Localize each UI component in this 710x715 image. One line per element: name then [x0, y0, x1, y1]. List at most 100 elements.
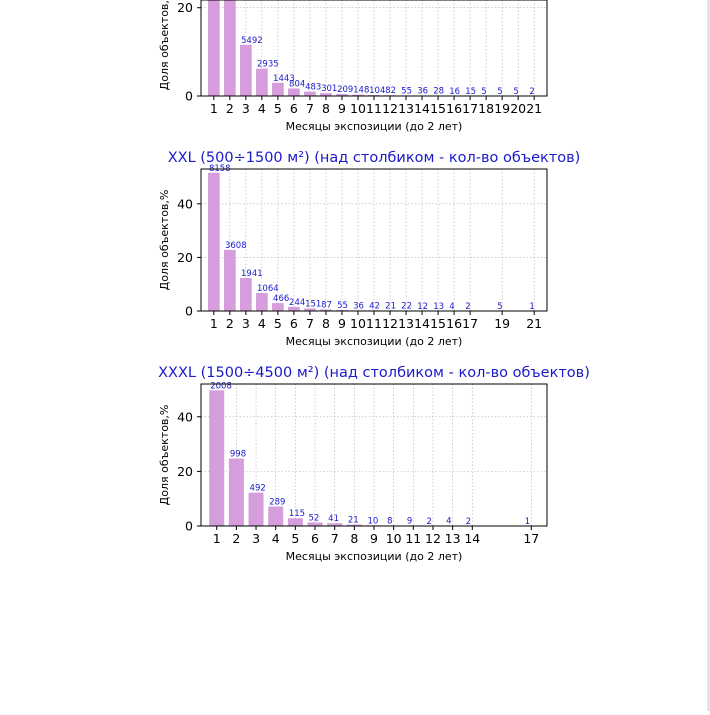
x-tick-label: 20: [510, 101, 526, 116]
x-axis-label: Месяцы экспозиции (до 2 лет): [286, 550, 463, 563]
bar-label: 483: [305, 83, 321, 93]
bar-label: 87: [321, 301, 332, 311]
x-tick-label: 19: [494, 101, 510, 116]
chart-panel-3: XXXL (1500÷4500 м²) (над столбиком - кол…: [158, 365, 590, 563]
bar: [209, 390, 224, 526]
x-tick-label: 10: [350, 316, 366, 331]
x-tick-label: 8: [322, 101, 330, 116]
x-tick-label: 11: [366, 316, 382, 331]
bar-label: 36: [417, 87, 428, 97]
x-tick-label: 4: [272, 531, 280, 546]
x-tick-label: 15: [430, 316, 446, 331]
bar-label: 1941: [241, 269, 263, 279]
y-tick-label: 40: [177, 409, 193, 424]
bar: [256, 293, 268, 311]
x-tick-label: 17: [523, 531, 539, 546]
y-tick-label: 0: [185, 519, 193, 534]
y-axis-label: Доля объектов,%: [158, 405, 171, 506]
bar-label: 4: [449, 302, 454, 312]
x-tick-label: 9: [338, 101, 346, 116]
bar-label: 2: [529, 87, 534, 97]
bar-label: 2: [465, 302, 470, 312]
bar-label: 209: [337, 85, 353, 95]
x-tick-label: 7: [331, 531, 339, 546]
x-tick-label: 4: [258, 101, 266, 116]
bar-label: 104: [369, 86, 385, 96]
x-tick-label: 8: [322, 316, 330, 331]
x-tick-label: 2: [232, 531, 240, 546]
y-tick-label: 0: [185, 304, 193, 319]
bar-label: 2: [466, 517, 471, 527]
y-tick-label: 0: [185, 89, 193, 104]
x-tick-label: 6: [290, 101, 298, 116]
x-tick-label: 11: [405, 531, 421, 546]
bar-label: 16: [449, 87, 460, 97]
x-axis-label: Месяцы экспозиции (до 2 лет): [286, 120, 463, 133]
bar: [229, 459, 244, 526]
bar-label: 55: [337, 301, 348, 311]
bar-label: 5: [497, 302, 502, 312]
bar-label: 9: [407, 516, 412, 526]
bar: [208, 0, 220, 96]
bar-label: 492: [250, 484, 266, 494]
x-tick-label: 8: [350, 531, 358, 546]
y-tick-label: 20: [177, 0, 193, 15]
x-tick-label: 2: [226, 101, 234, 116]
x-tick-label: 3: [252, 531, 260, 546]
bar-label: 5: [497, 87, 502, 97]
x-tick-label: 13: [398, 316, 414, 331]
bar-label: 804: [289, 79, 305, 89]
x-tick-label: 2: [226, 316, 234, 331]
x-tick-label: 10: [386, 531, 402, 546]
x-tick-label: 19: [494, 316, 510, 331]
bar-label: 13: [433, 302, 444, 312]
bar-label: 10: [368, 516, 379, 526]
bar-label: 2: [426, 517, 431, 527]
bar: [240, 45, 252, 96]
chart-panel-1: 1043654922935144380448330120914810482553…: [158, 0, 547, 133]
x-tick-label: 13: [398, 101, 414, 116]
bar-label: 2935: [257, 60, 279, 70]
x-tick-label: 4: [258, 316, 266, 331]
x-tick-label: 6: [311, 531, 319, 546]
bar-label: 1: [529, 302, 534, 312]
x-tick-label: 13: [445, 531, 461, 546]
bar-label: 5: [481, 87, 486, 97]
bar-label: 1: [525, 517, 530, 527]
bar-label: 148: [353, 86, 369, 96]
x-tick-label: 16: [446, 101, 462, 116]
bar-label: 466: [273, 294, 289, 304]
bar-label: 998: [230, 450, 246, 460]
bar-label: 82: [385, 86, 396, 96]
bar-label: 15: [465, 87, 476, 97]
bar: [256, 69, 268, 96]
x-tick-label: 9: [338, 316, 346, 331]
bar-label: 21: [348, 516, 359, 526]
x-tick-label: 14: [414, 316, 430, 331]
chart-title: XXXL (1500÷4500 м²) (над столбиком - кол…: [158, 365, 590, 381]
bar-label: 151: [305, 299, 321, 309]
x-tick-label: 17: [462, 316, 478, 331]
y-axis-label: Доля объектов,%: [158, 0, 171, 90]
x-tick-label: 6: [290, 316, 298, 331]
bar: [288, 518, 303, 526]
x-tick-label: 14: [414, 101, 430, 116]
x-tick-label: 5: [274, 316, 282, 331]
bar: [240, 278, 252, 311]
x-tick-label: 5: [291, 531, 299, 546]
x-tick-label: 10: [350, 101, 366, 116]
bar: [208, 173, 220, 311]
bar-label: 12: [417, 302, 428, 312]
bar-label: 4: [446, 517, 451, 527]
y-tick-label: 20: [177, 464, 193, 479]
x-tick-label: 12: [382, 316, 398, 331]
bar-label: 3608: [225, 241, 247, 251]
chart-panel-2: XXL (500÷1500 м²) (над столбиком - кол-в…: [158, 150, 580, 348]
y-axis-label: Доля объектов,%: [158, 190, 171, 291]
y-tick-label: 40: [177, 196, 193, 211]
bar-label: 21: [385, 302, 396, 312]
x-axis-label: Месяцы экспозиции (до 2 лет): [286, 335, 463, 348]
bar-label: 36: [353, 301, 364, 311]
x-tick-label: 7: [306, 316, 314, 331]
bar-label: 55: [401, 86, 412, 96]
